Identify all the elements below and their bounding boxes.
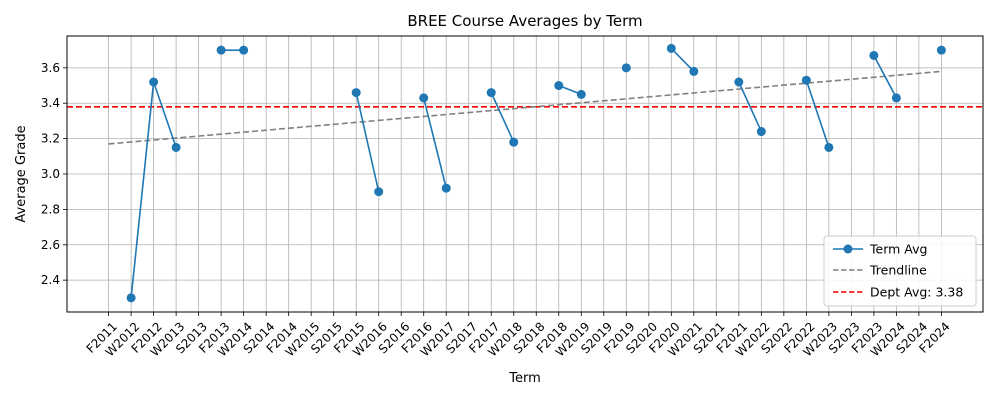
data-point [171, 142, 181, 152]
y-tick-label: 3.0 [41, 167, 60, 181]
data-point [216, 45, 226, 55]
data-point [891, 93, 901, 103]
data-point [509, 137, 519, 147]
data-point [824, 142, 834, 152]
data-point [666, 43, 676, 53]
legend-dept-avg-label: Dept Avg: 3.38 [870, 285, 963, 300]
data-point [734, 77, 744, 87]
trendline [108, 70, 942, 145]
data-point [869, 50, 879, 60]
data-point [621, 63, 631, 73]
y-tick-label: 2.6 [41, 238, 60, 252]
data-point [374, 187, 384, 197]
legend-frame [823, 235, 977, 307]
data-point [576, 89, 586, 99]
legend-trendline-label: Trendline [869, 263, 927, 278]
series-layer [126, 43, 946, 303]
trend-layer [108, 70, 942, 145]
data-point [554, 81, 564, 91]
y-axis: 2.4 2.6 2.8 3.0 3.2 3.4 3.6 [41, 61, 67, 287]
x-axis-title: Term [508, 371, 541, 386]
data-point [149, 77, 159, 87]
data-point [936, 45, 946, 55]
series-segment [130, 81, 155, 298]
data-point [126, 293, 136, 303]
series-segment [670, 47, 695, 72]
data-point [239, 45, 249, 55]
data-point [419, 93, 429, 103]
series-segment [422, 97, 447, 189]
series-segment [805, 79, 830, 148]
data-point [756, 127, 766, 137]
chart-title: BREE Course Averages by Term [407, 12, 642, 30]
y-tick-label: 3.6 [41, 61, 60, 75]
series-segment [490, 92, 515, 143]
data-point [441, 183, 451, 193]
legend-term-avg-marker [843, 244, 853, 254]
data-point [801, 75, 811, 85]
series-segment [355, 92, 380, 192]
legend-term-avg-label: Term Avg [869, 242, 927, 257]
data-point [351, 88, 361, 98]
data-point [689, 66, 699, 76]
data-point [486, 88, 496, 98]
series-segment [738, 81, 763, 132]
y-tick-label: 3.2 [41, 132, 60, 146]
series-segment [152, 81, 177, 148]
y-tick-label: 3.4 [41, 96, 60, 110]
x-axis: F2011W2012F2012W2013S2013F2013W2014S2014… [84, 312, 953, 359]
y-tick-label: 2.8 [41, 202, 60, 216]
legend: Term Avg Trendline Dept Avg: 3.38 [823, 235, 977, 307]
y-tick-label: 2.4 [41, 273, 60, 287]
y-axis-title: Average Grade [14, 125, 29, 222]
series-segment [873, 55, 898, 99]
